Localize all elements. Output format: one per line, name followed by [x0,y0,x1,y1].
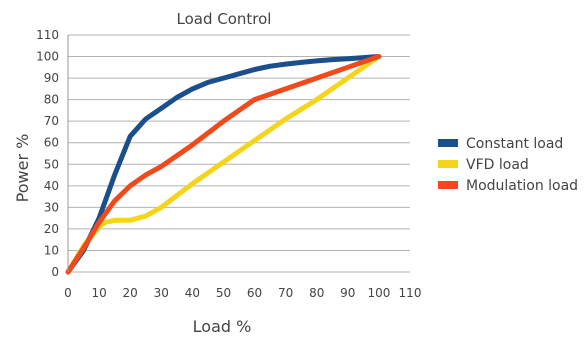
x-axis-ticks: 0 10 20 30 40 50 60 70 80 90 100 110 [64,286,421,300]
x-tick-label: 70 [278,286,293,300]
x-tick-label: 20 [123,286,138,300]
legend-label: VFD load [466,157,529,173]
x-tick-label: 40 [185,286,200,300]
y-tick-label: 50 [44,157,59,171]
x-tick-label: 50 [216,286,231,300]
x-axis-label: Load % [193,317,252,336]
chart-title: Load Control [177,10,272,28]
y-axis-label: Power % [13,134,32,203]
x-tick-label: 30 [154,286,169,300]
y-tick-label: 110 [36,28,59,42]
y-tick-label: 20 [44,222,59,236]
x-tick-label: 80 [309,286,324,300]
legend-swatch [438,160,458,168]
legend-label: Constant load [466,136,563,152]
x-tick-label: 90 [340,286,355,300]
y-tick-label: 70 [44,114,59,128]
legend-label: Modulation load [466,178,578,194]
y-tick-label: 0 [51,265,59,279]
y-axis-ticks: 0 10 20 30 40 50 60 70 80 90 100 110 [36,28,59,279]
y-tick-label: 10 [44,243,59,257]
series-line-0 [65,54,382,275]
series-lines [65,54,382,275]
y-tick-label: 90 [44,71,59,85]
grid-lines [68,34,410,273]
y-tick-label: 80 [44,93,59,107]
legend-swatch [438,139,458,147]
x-tick-label: 10 [91,286,106,300]
series-line-1 [65,54,382,275]
x-tick-label: 60 [247,286,262,300]
x-tick-label: 110 [399,286,422,300]
legend: Constant load VFD load Modulation load [438,136,578,194]
y-tick-label: 60 [44,136,59,150]
y-tick-label: 100 [36,50,59,64]
y-tick-label: 30 [44,200,59,214]
series-line-2 [65,54,382,275]
legend-swatch [438,181,458,189]
x-tick-label: 0 [64,286,72,300]
x-tick-label: 100 [367,286,390,300]
y-tick-label: 40 [44,179,59,193]
